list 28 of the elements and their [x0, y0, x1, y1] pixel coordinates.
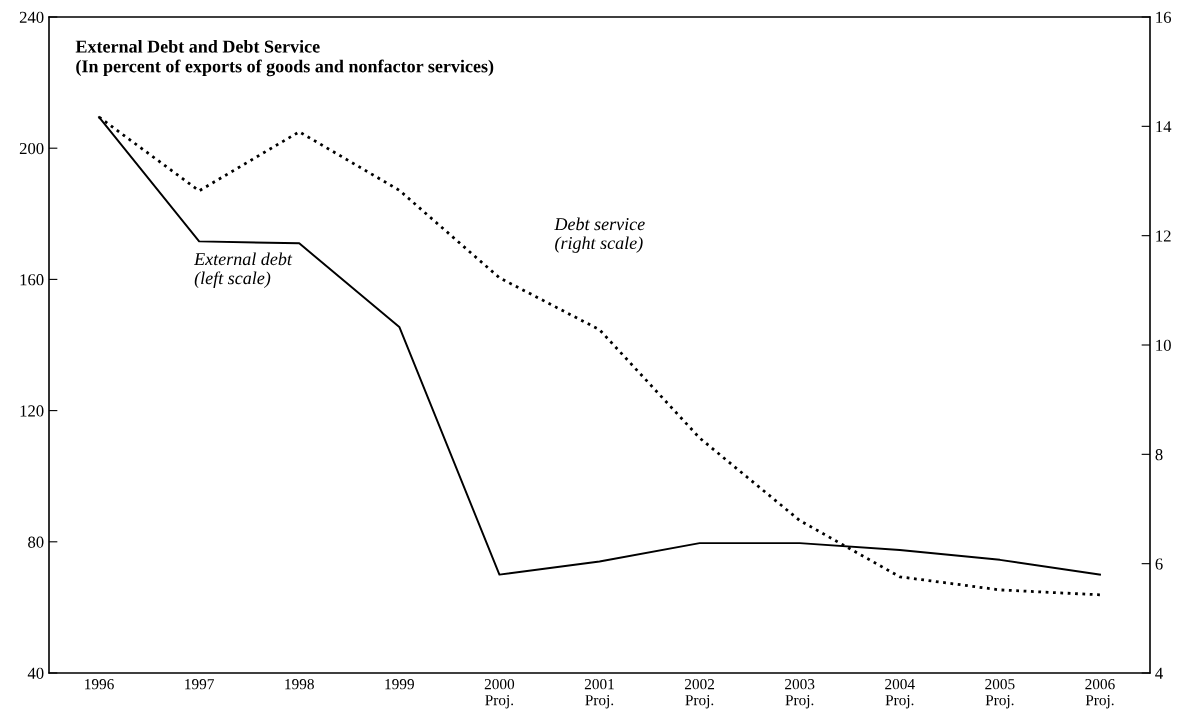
y2-tick-label: 10	[1156, 339, 1171, 351]
y2-tick-label: 12	[1156, 230, 1171, 242]
y-tick-label: 40	[27, 667, 44, 679]
text: Debt service (right scale)	[554, 217, 645, 253]
x-tick-label: 1998	[285, 679, 314, 690]
x-tick-label: 1999	[385, 679, 414, 690]
y-tick-label: 120	[20, 405, 44, 417]
x-tick-label: 1996	[85, 679, 114, 690]
text: (In percent of exports of goods and nonfactor services)	[76, 59, 494, 77]
x-tick-label: 2005 Proj.	[985, 679, 1015, 709]
x-tick-label: 2006 Proj.	[1085, 679, 1115, 709]
y-tick-label: 200	[19, 142, 44, 155]
x-tick-label: 2003 Proj.	[785, 679, 815, 709]
y2-tick-label: 6	[1155, 558, 1163, 570]
y2-tick-label: 8	[1155, 449, 1163, 461]
x-tick-label: 2001 Proj.	[584, 679, 614, 709]
y2-tick-label: 4	[1155, 667, 1163, 679]
y2-tick-label: 16	[1156, 11, 1172, 23]
x-tick-label: 2000 Proj.	[484, 679, 515, 709]
text: External Debt and Debt Service	[75, 39, 320, 53]
x-tick-label: 2004 Proj.	[885, 679, 915, 709]
x-tick-label: 2002 Proj.	[684, 679, 715, 709]
series-label: External debt (left scale)	[193, 252, 293, 288]
y-tick-label: 160	[20, 274, 44, 286]
y-tick-label: 240	[19, 11, 44, 23]
y2-tick-label: 14	[1156, 121, 1172, 133]
x-tick-label: 1997	[185, 679, 214, 690]
y-tick-label: 80	[28, 536, 44, 548]
